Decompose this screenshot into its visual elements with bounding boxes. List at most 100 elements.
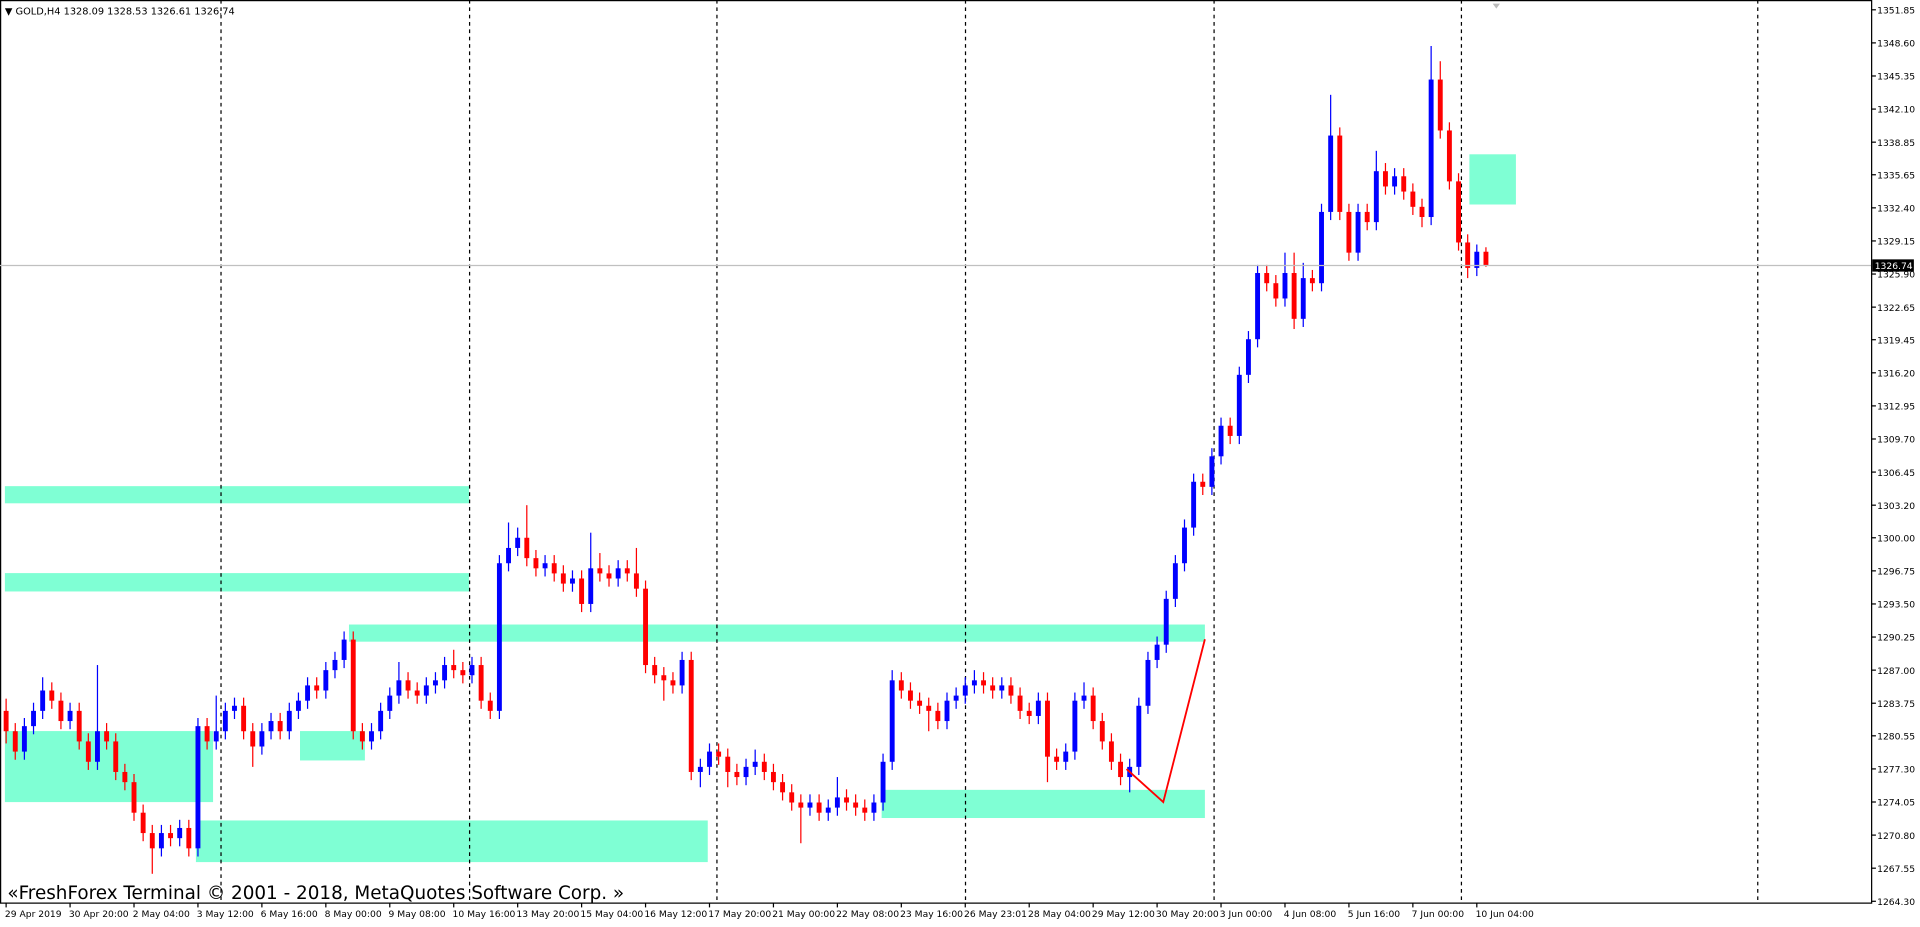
candle-body xyxy=(1236,374,1242,436)
candle-body xyxy=(1218,425,1224,457)
x-tick-label: 29 Apr 2019 xyxy=(5,909,62,920)
x-tick-label: 22 May 08:00 xyxy=(836,909,899,920)
candle-body xyxy=(1383,171,1388,187)
candle-body xyxy=(332,659,338,671)
x-tick-label: 28 May 04:00 xyxy=(1028,909,1091,920)
candle-body xyxy=(570,578,575,584)
candle-body xyxy=(1401,176,1407,192)
candle-body xyxy=(496,563,502,711)
y-tick-label: 1267.55 xyxy=(1877,864,1915,875)
candle-body xyxy=(1017,695,1023,711)
candle-body xyxy=(460,670,466,676)
y-tick-label: 1325.90 xyxy=(1877,270,1915,281)
candle-body xyxy=(295,700,301,711)
zone xyxy=(195,820,708,863)
header-arrow: ▼ xyxy=(5,7,16,18)
candle-body xyxy=(250,731,256,747)
zone xyxy=(1469,154,1516,205)
x-tick-label: 16 May 12:00 xyxy=(644,909,707,920)
candle-body xyxy=(1200,481,1206,487)
candle-body xyxy=(469,665,475,676)
candle-body xyxy=(1373,171,1379,223)
x-tick-label: 2 May 04:00 xyxy=(133,909,190,920)
candle-body xyxy=(825,807,831,813)
candle-body xyxy=(1328,135,1334,212)
candle-body xyxy=(780,782,786,793)
candle-body xyxy=(378,710,384,732)
candle-body xyxy=(1273,283,1279,299)
candle-body xyxy=(1227,425,1233,436)
candle-body xyxy=(341,639,347,660)
candle-body xyxy=(807,802,813,808)
candle-body xyxy=(1099,721,1105,742)
x-tick-label: 17 May 20:00 xyxy=(708,909,771,920)
x-tick-label: 6 May 16:00 xyxy=(261,909,318,920)
candle-body xyxy=(305,685,311,701)
candle-body xyxy=(862,807,868,813)
candle-body xyxy=(21,726,27,752)
candle-body xyxy=(971,680,977,686)
y-tick-label: 1270.80 xyxy=(1877,831,1915,842)
candle-body xyxy=(917,700,923,706)
candle-body xyxy=(871,802,877,813)
candle-body xyxy=(990,685,996,691)
candle-body xyxy=(314,685,320,691)
current-price-box xyxy=(1872,259,1914,272)
candle-body xyxy=(1337,135,1343,212)
candle-body xyxy=(1245,339,1251,375)
candle-body xyxy=(1045,700,1050,757)
plot-border xyxy=(0,0,1873,904)
candle-body xyxy=(962,685,968,696)
candle-body xyxy=(898,680,904,691)
y-tick-label: 1342.10 xyxy=(1877,105,1915,116)
copyright: «FreshForex Terminal © 2001 - 2018, Meta… xyxy=(7,883,624,904)
y-tick-label: 1277.30 xyxy=(1877,765,1915,776)
candle-body xyxy=(259,731,265,747)
candle-body xyxy=(31,710,36,727)
candle-body xyxy=(1309,278,1315,284)
trend-line xyxy=(1125,638,1206,804)
candle-body xyxy=(1355,211,1361,253)
x-tick-label: 23 May 16:00 xyxy=(900,909,963,920)
x-tick-label: 3 Jun 00:00 xyxy=(1220,909,1273,920)
candle-body xyxy=(999,685,1005,691)
candle-body xyxy=(1136,705,1142,767)
candle-body xyxy=(524,537,530,559)
candle-body xyxy=(1319,211,1324,284)
x-tick-label: 30 Apr 20:00 xyxy=(69,909,129,920)
candle-body xyxy=(560,573,566,584)
candle-body xyxy=(350,639,356,732)
candle-body xyxy=(643,588,648,666)
candle-body xyxy=(222,710,228,732)
candle-body xyxy=(725,756,731,772)
candle-body xyxy=(506,547,511,564)
candle-body xyxy=(433,680,438,686)
candle-body xyxy=(49,690,55,701)
candle-body xyxy=(1446,130,1452,182)
candle-body xyxy=(286,710,292,732)
candle-body xyxy=(1392,176,1398,187)
candle-body xyxy=(1437,79,1443,131)
candle-body xyxy=(396,680,402,696)
zone xyxy=(881,789,1205,819)
candle-body xyxy=(323,670,329,691)
candle-body xyxy=(405,680,411,691)
candle-body xyxy=(122,771,128,783)
candle-body xyxy=(67,710,73,722)
candle-body xyxy=(716,751,722,757)
y-tick-label: 1309.70 xyxy=(1877,435,1915,446)
y-tick-label: 1264.30 xyxy=(1877,897,1915,908)
candle-body xyxy=(369,731,374,742)
candle-body xyxy=(3,710,9,732)
candle-body xyxy=(131,782,137,813)
candle-body xyxy=(798,802,804,808)
candle-body xyxy=(1145,659,1151,706)
zone xyxy=(4,573,469,592)
candle-body xyxy=(359,731,365,742)
candle-body xyxy=(1419,206,1425,218)
candle-body xyxy=(213,731,219,742)
y-tick-label: 1303.20 xyxy=(1877,501,1915,512)
candle-body xyxy=(688,659,694,772)
candle-body xyxy=(204,726,210,742)
